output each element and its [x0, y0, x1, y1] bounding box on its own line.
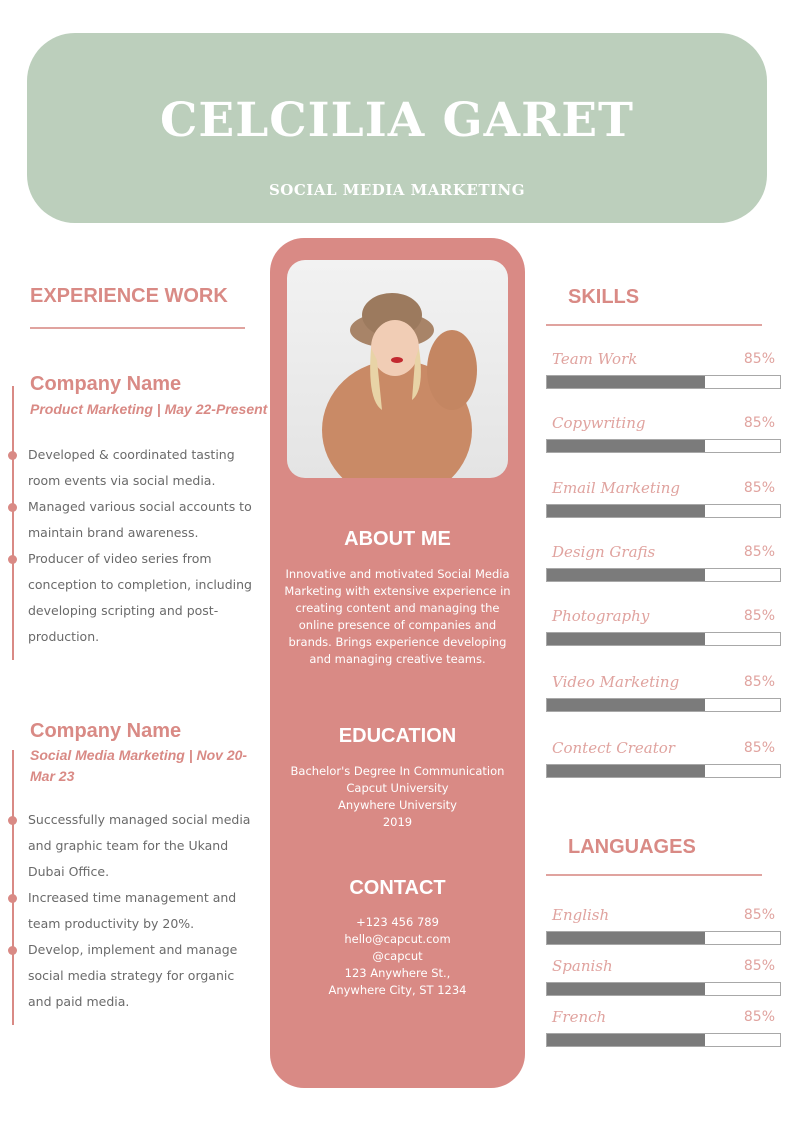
item-label: Design Grafis	[552, 543, 656, 561]
job-bullets: Developed & coordinated tasting room eve…	[8, 442, 258, 650]
bullet-item: Increased time management and team produ…	[8, 885, 253, 937]
job-role: Social Media Marketing | Nov 20-Mar 23	[30, 747, 248, 784]
item-label: English	[552, 906, 610, 924]
item-percent: 85%	[743, 480, 775, 496]
level-bar	[546, 764, 781, 778]
about-text: Innovative and motivated Social Media Ma…	[284, 567, 511, 666]
contact-text: +123 456 789 hello@capcut.com @capcut 123 A…	[284, 914, 511, 999]
level-bar	[546, 931, 781, 945]
level-bar	[546, 1033, 781, 1047]
bullet-item: Successfully managed social media and gr…	[8, 807, 253, 885]
level-fill	[547, 376, 706, 388]
company-name: Company Name	[30, 373, 182, 395]
item-percent: 85%	[743, 1009, 775, 1025]
item-percent: 85%	[743, 544, 775, 560]
education-text: Bachelor's Degree In Communication Capcut…	[290, 764, 505, 829]
candidate-title: SOCIAL MEDIA MARKETING	[268, 181, 526, 199]
level-fill	[547, 983, 706, 995]
item-label: Video Marketing	[552, 673, 680, 691]
header-banner: CELCILIA GARET SOCIAL MEDIA MARKETING	[27, 33, 767, 223]
email: hello@capcut.com	[344, 932, 451, 946]
level-bar	[546, 568, 781, 582]
bullet-item: Develop, implement and manage social med…	[8, 937, 253, 1015]
level-bar	[546, 375, 781, 389]
bullet-item: Managed various social accounts to maint…	[8, 494, 258, 546]
item-label: Spanish	[552, 957, 613, 975]
item-label: Contect Creator	[552, 739, 675, 757]
level-fill	[547, 505, 706, 517]
level-bar	[546, 504, 781, 518]
item-percent: 85%	[743, 740, 775, 756]
item-label: Copywriting	[552, 414, 646, 432]
address-line: Anywhere City, ST 1234	[328, 983, 467, 997]
company-name: Company Name	[30, 720, 182, 742]
level-bar	[546, 698, 781, 712]
level-fill	[547, 699, 706, 711]
level-bar	[546, 632, 781, 646]
candidate-name: CELCILIA GARET	[160, 93, 634, 148]
job-bullets: Successfully managed social media and gr…	[8, 807, 253, 1015]
divider	[546, 874, 762, 876]
job-role: Product Marketing | May 22-Present	[30, 401, 268, 417]
level-fill	[547, 765, 706, 777]
about-heading: ABOUT ME	[344, 528, 451, 550]
item-percent: 85%	[743, 608, 775, 624]
level-fill	[547, 440, 706, 452]
education-heading: EDUCATION	[338, 725, 457, 747]
experience-heading: EXPERIENCE WORK	[30, 285, 228, 307]
item-label: Team Work	[552, 350, 638, 368]
bullet-item: Producer of video series from conception…	[8, 546, 258, 650]
divider	[30, 327, 245, 329]
skills-heading: SKILLS	[568, 286, 640, 308]
item-percent: 85%	[743, 415, 775, 431]
contact-heading: CONTACT	[349, 877, 446, 899]
languages-heading: LANGUAGES	[568, 836, 696, 858]
level-bar	[546, 439, 781, 453]
level-fill	[547, 1034, 706, 1046]
handle: @capcut	[372, 949, 423, 963]
level-fill	[547, 569, 706, 581]
profile-photo	[287, 260, 508, 478]
item-label: French	[552, 1008, 607, 1026]
timeline-line	[12, 750, 14, 1025]
item-label: Email Marketing	[552, 479, 681, 497]
item-percent: 85%	[743, 958, 775, 974]
bullet-item: Developed & coordinated tasting room eve…	[8, 442, 258, 494]
item-percent: 85%	[743, 907, 775, 923]
level-fill	[547, 932, 706, 944]
phone: +123 456 789	[356, 915, 439, 929]
item-percent: 85%	[743, 351, 775, 367]
level-fill	[547, 633, 706, 645]
address-line: 123 Anywhere St.,	[344, 966, 451, 980]
item-percent: 85%	[743, 674, 775, 690]
item-label: Photography	[552, 607, 650, 625]
timeline-line	[12, 386, 14, 660]
middle-column: ABOUT ME Innovative and motivated Social…	[270, 238, 525, 1088]
level-bar	[546, 982, 781, 996]
divider	[546, 324, 762, 326]
